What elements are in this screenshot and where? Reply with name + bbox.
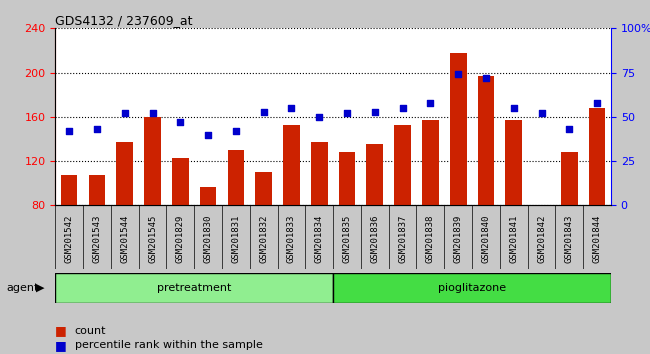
Text: GSM201544: GSM201544 [120,215,129,263]
Bar [255,172,272,205]
Text: GSM201843: GSM201843 [565,215,574,263]
Text: GDS4132 / 237609_at: GDS4132 / 237609_at [55,14,193,27]
Text: count: count [75,326,106,336]
Text: GSM201832: GSM201832 [259,215,268,263]
Text: ■: ■ [55,325,67,337]
Point [453,72,463,77]
Text: GSM201542: GSM201542 [64,215,73,263]
Text: GSM201835: GSM201835 [343,215,352,263]
Text: GSM201841: GSM201841 [509,215,518,263]
Bar [422,120,439,205]
Bar [311,142,328,205]
Text: GSM201834: GSM201834 [315,215,324,263]
Text: pioglitazone: pioglitazone [438,282,506,293]
Point [397,105,408,111]
Point [64,128,74,134]
Point [286,105,296,111]
Bar [283,125,300,205]
Text: ▶: ▶ [36,282,44,293]
Point [148,110,158,116]
Text: GSM201830: GSM201830 [203,215,213,263]
Text: GSM201844: GSM201844 [593,215,602,263]
Bar [200,187,216,205]
Bar [333,273,611,303]
Point [203,132,213,137]
Bar [88,176,105,205]
Text: GSM201839: GSM201839 [454,215,463,263]
Text: GSM201837: GSM201837 [398,215,407,263]
Point [120,110,130,116]
Text: ■: ■ [55,339,67,352]
Point [425,100,436,105]
Point [564,126,575,132]
Point [342,110,352,116]
Bar [395,125,411,205]
Text: GSM201831: GSM201831 [231,215,240,263]
Bar [144,117,161,205]
Text: percentile rank within the sample: percentile rank within the sample [75,340,263,350]
Bar [478,76,494,205]
Bar [227,150,244,205]
Bar [450,53,467,205]
Point [231,128,241,134]
Text: GSM201829: GSM201829 [176,215,185,263]
Bar [506,120,522,205]
Bar [339,152,356,205]
Bar [116,142,133,205]
Bar [172,158,188,205]
Text: GSM201838: GSM201838 [426,215,435,263]
Point [481,75,491,81]
Point [370,109,380,114]
Point [259,109,269,114]
Text: pretreatment: pretreatment [157,282,231,293]
Bar [61,176,77,205]
Text: GSM201842: GSM201842 [537,215,546,263]
Point [592,100,603,105]
Bar [55,273,333,303]
Text: GSM201543: GSM201543 [92,215,101,263]
Bar [561,152,578,205]
Point [314,114,324,120]
Point [536,110,547,116]
Point [508,105,519,111]
Point [175,119,185,125]
Point [92,126,102,132]
Text: GSM201840: GSM201840 [482,215,491,263]
Text: GSM201836: GSM201836 [370,215,380,263]
Text: GSM201833: GSM201833 [287,215,296,263]
Bar [367,144,383,205]
Text: agent: agent [6,282,39,293]
Text: GSM201545: GSM201545 [148,215,157,263]
Bar [589,108,605,205]
